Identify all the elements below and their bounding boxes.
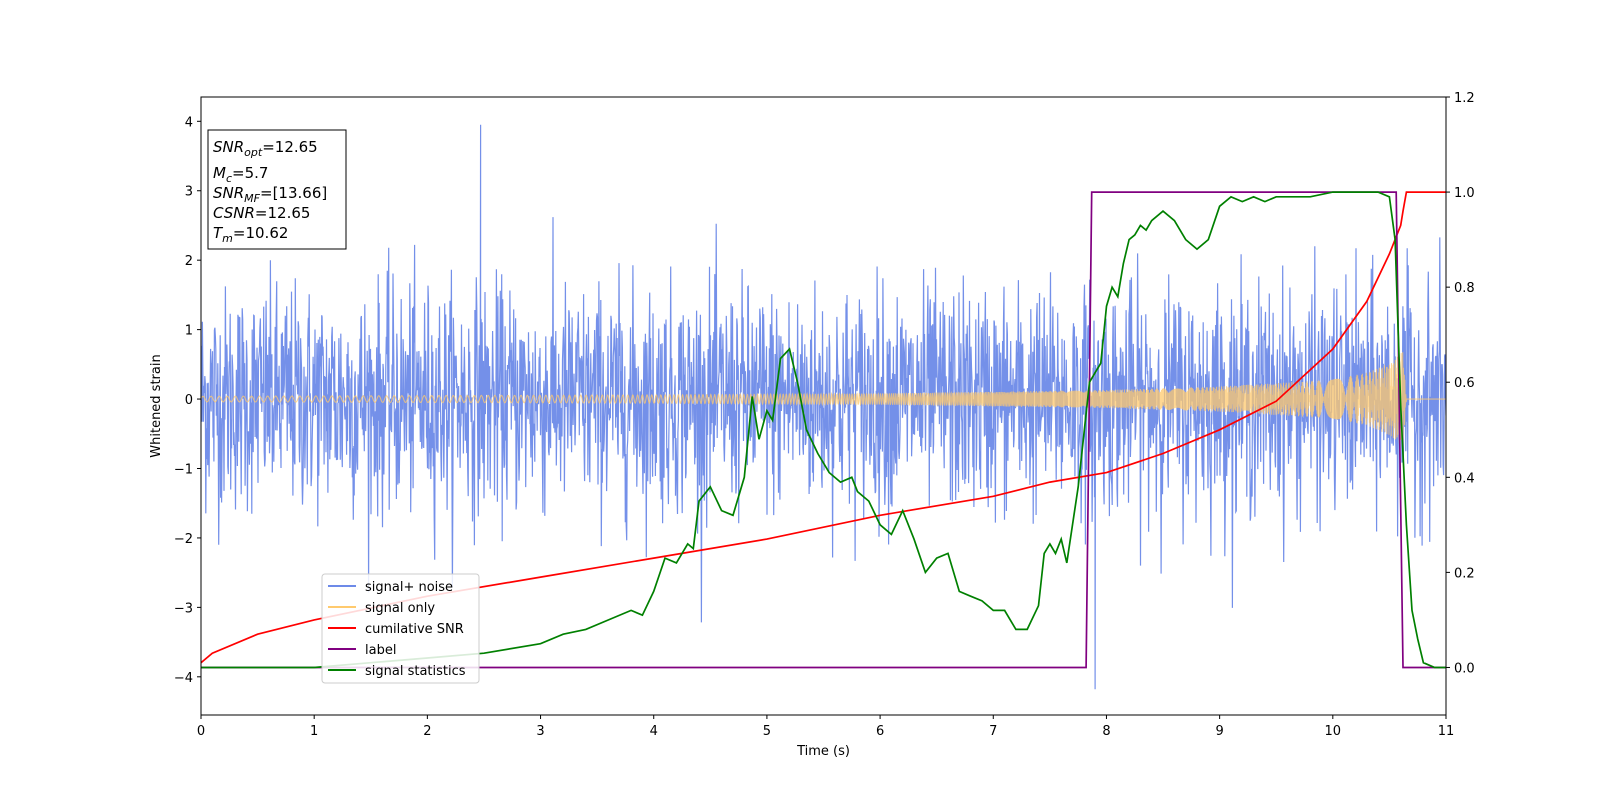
annotation-line: Mc=5.7 <box>213 164 268 185</box>
y-tick-label: −3 <box>174 601 193 616</box>
x-tick-label: 4 <box>650 724 658 739</box>
annotation-line: CSNR=12.65 <box>213 204 310 222</box>
legend-label: signal+ noise <box>365 580 453 595</box>
x-tick-label: 2 <box>423 724 431 739</box>
legend-label: signal statistics <box>365 664 466 679</box>
annotation-frame <box>207 129 347 250</box>
x-tick-label: 5 <box>763 724 771 739</box>
legend-frame <box>321 573 480 684</box>
annotation-line: SNRopt=12.65 <box>213 138 318 159</box>
y-axis-label: Whitened strain <box>149 354 164 457</box>
y2-tick-label: 0.0 <box>1454 661 1475 676</box>
y2-tick-label: 0.4 <box>1454 471 1475 486</box>
legend-label: cumilative SNR <box>365 622 464 637</box>
plot-frame <box>200 96 1447 716</box>
legend: signal+ noise signal only cumilative SNR la… <box>321 573 480 684</box>
y-tick-label: 4 <box>185 115 193 130</box>
x-tick-label: 10 <box>1325 724 1342 739</box>
y-tick-label: −4 <box>174 671 193 686</box>
annotation-box: SNRopt=12.65 Mc=5.7SNRMF=[13.66]CSNR=12.6… <box>207 129 347 250</box>
y-tick-label: 2 <box>185 254 193 269</box>
x-tick-label: 11 <box>1438 724 1455 739</box>
y-tick-label: 3 <box>185 185 193 200</box>
y2-tick-label: 0.2 <box>1454 566 1475 581</box>
legend-label: signal only <box>365 601 435 616</box>
y-tick-label: −2 <box>174 532 193 547</box>
x-tick-label: 3 <box>536 724 544 739</box>
series-signal-only <box>201 352 1446 447</box>
annotation-line: Tm=10.62 <box>213 224 288 245</box>
x-tick-label: 8 <box>1102 724 1110 739</box>
x-tick-label: 1 <box>310 724 318 739</box>
x-axis-label: Time (s) <box>796 744 850 759</box>
y2-tick-label: 1.2 <box>1454 91 1475 106</box>
x-tick-label: 6 <box>876 724 884 739</box>
legend-label: label <box>365 643 396 658</box>
y-tick-label: 0 <box>185 393 193 408</box>
x-tick-label: 9 <box>1215 724 1223 739</box>
y2-tick-label: 1.0 <box>1454 186 1475 201</box>
series-signal-statistics <box>201 191 1446 669</box>
y2-tick-label: 0.8 <box>1454 281 1475 296</box>
y-tick-label: −1 <box>174 462 193 477</box>
series-label <box>201 191 1446 669</box>
series-signal-noise <box>201 124 1446 690</box>
x-tick-label: 0 <box>197 724 205 739</box>
y2-tick-label: 0.6 <box>1454 376 1475 391</box>
y-tick-label: 1 <box>185 324 193 339</box>
annotation-line: SNRMF=[13.66] <box>213 184 327 205</box>
x-tick-label: 7 <box>989 724 997 739</box>
